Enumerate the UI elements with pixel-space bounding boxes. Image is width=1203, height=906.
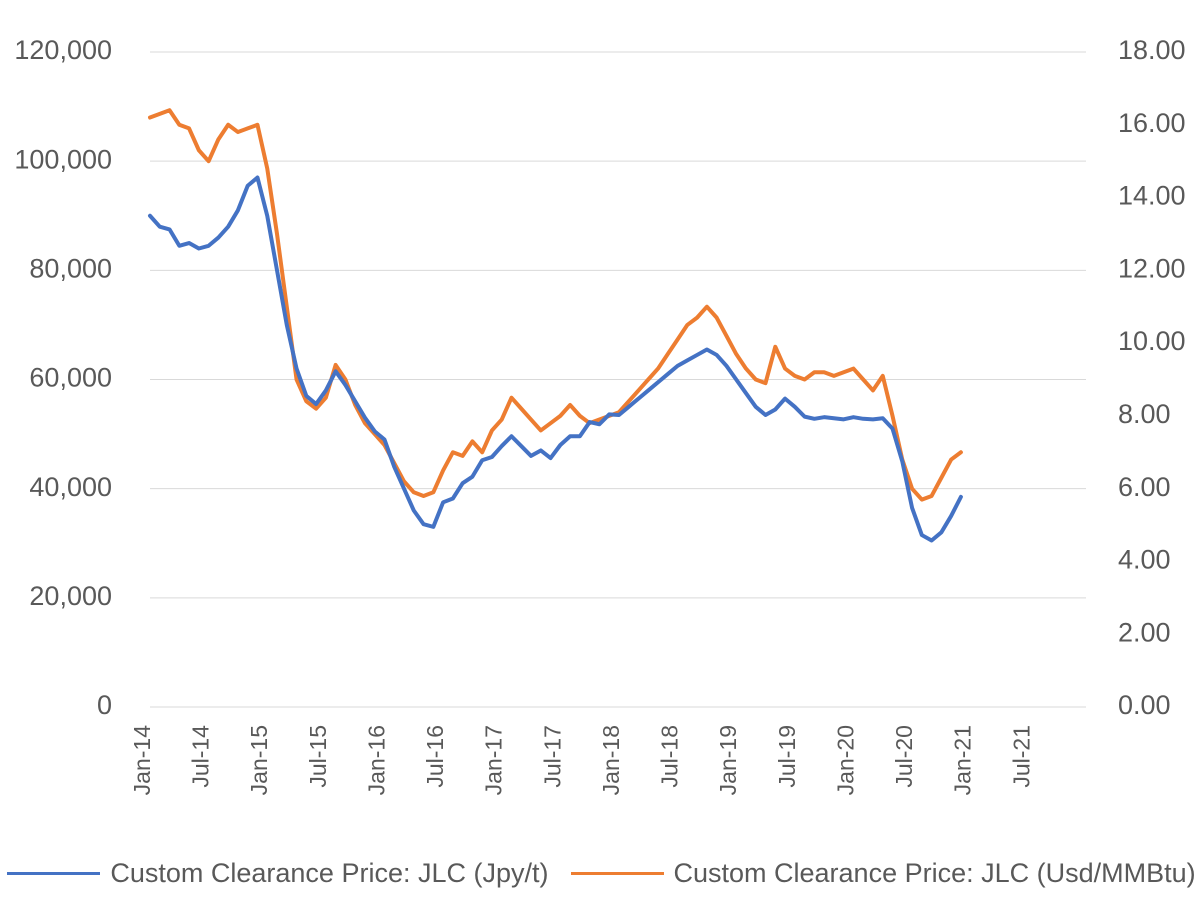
svg-text:18.00: 18.00 — [1118, 35, 1186, 65]
svg-text:40,000: 40,000 — [29, 472, 112, 502]
svg-text:Jan-16: Jan-16 — [363, 725, 389, 795]
svg-text:Jan-18: Jan-18 — [598, 725, 624, 795]
svg-text:6.00: 6.00 — [1118, 472, 1171, 502]
svg-text:14.00: 14.00 — [1118, 181, 1186, 211]
svg-text:12.00: 12.00 — [1118, 253, 1186, 283]
svg-text:4.00: 4.00 — [1118, 545, 1171, 575]
svg-text:16.00: 16.00 — [1118, 108, 1186, 138]
svg-text:10.00: 10.00 — [1118, 326, 1186, 356]
svg-text:Jul-20: Jul-20 — [891, 725, 917, 788]
svg-text:Jul-19: Jul-19 — [774, 725, 800, 788]
svg-text:Jul-21: Jul-21 — [1008, 725, 1034, 788]
svg-text:Jan-17: Jan-17 — [481, 725, 507, 795]
svg-text:80,000: 80,000 — [29, 253, 112, 283]
svg-text:2.00: 2.00 — [1118, 617, 1171, 647]
svg-text:0: 0 — [97, 690, 112, 720]
svg-text:Jul-18: Jul-18 — [657, 725, 683, 788]
svg-text:8.00: 8.00 — [1118, 399, 1171, 429]
svg-text:20,000: 20,000 — [29, 581, 112, 611]
svg-text:Jan-15: Jan-15 — [246, 725, 272, 795]
svg-text:Jul-17: Jul-17 — [539, 725, 565, 788]
svg-text:Jul-15: Jul-15 — [305, 725, 331, 788]
svg-text:Jul-16: Jul-16 — [422, 725, 448, 788]
svg-text:120,000: 120,000 — [14, 35, 112, 65]
svg-text:100,000: 100,000 — [14, 144, 112, 174]
svg-text:60,000: 60,000 — [29, 363, 112, 393]
svg-text:0.00: 0.00 — [1118, 690, 1171, 720]
svg-text:Jan-20: Jan-20 — [832, 725, 858, 795]
svg-text:Jan-21: Jan-21 — [950, 725, 976, 795]
svg-text:Jan-14: Jan-14 — [129, 725, 155, 796]
svg-text:Jul-14: Jul-14 — [188, 725, 214, 788]
svg-text:Jan-19: Jan-19 — [715, 725, 741, 795]
